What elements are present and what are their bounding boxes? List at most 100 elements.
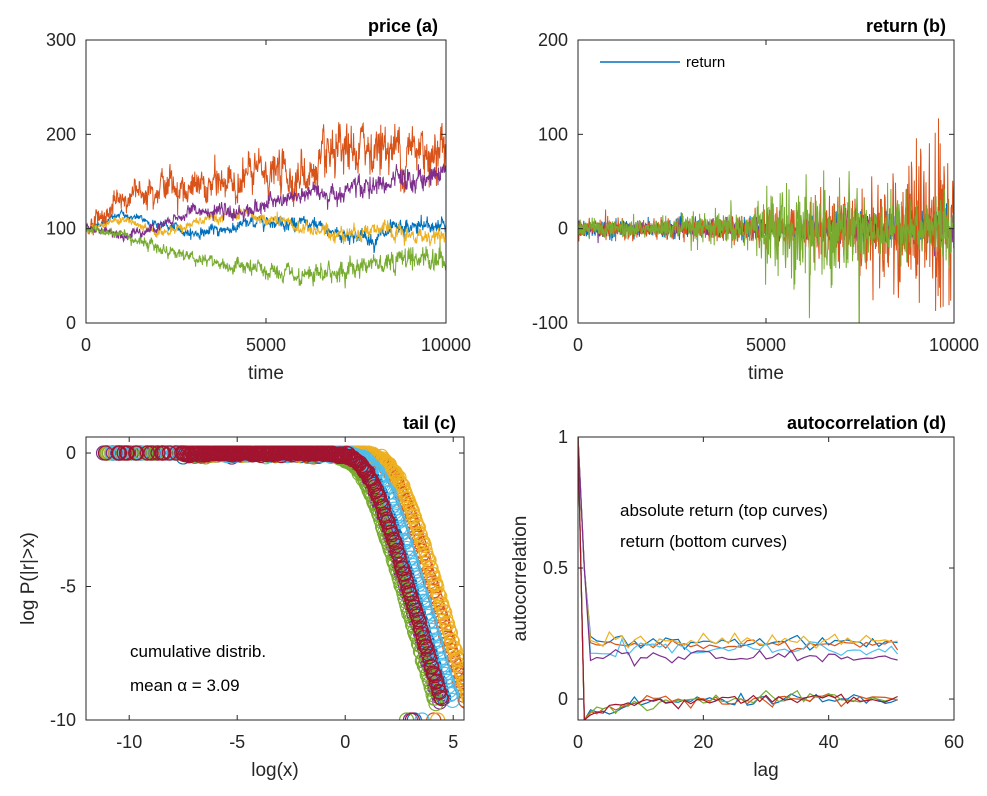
tail-point <box>459 685 464 700</box>
tail-point <box>398 534 414 550</box>
tail-point <box>110 445 127 461</box>
x-tick-label: 5 <box>448 732 458 752</box>
autocorrelation-series-line <box>578 437 899 658</box>
tail-point <box>426 627 442 643</box>
tail-point <box>424 659 440 675</box>
tail-point <box>431 683 447 699</box>
panel-title-b: return (b) <box>866 16 946 36</box>
y-tick-label: 0 <box>66 443 76 463</box>
tail-point <box>462 695 464 706</box>
tail-point <box>411 614 427 630</box>
tail-point <box>437 604 453 621</box>
tail-point <box>360 464 376 480</box>
y-tick-label: 0 <box>558 689 568 709</box>
tail-point <box>392 474 408 490</box>
price-series-line <box>86 121 446 236</box>
tail-point <box>419 641 435 657</box>
tail-point <box>410 519 426 535</box>
plot-area-b <box>578 118 954 323</box>
plot-area-c <box>95 445 464 720</box>
tail-point <box>430 712 446 720</box>
x-tick-label: 0 <box>573 335 583 355</box>
tail-point <box>417 638 433 654</box>
autocorrelation-panel: 0 20 40 60 0 0.5 1 autocorrelation (d) lag autoco… <box>510 413 964 781</box>
tail-point <box>398 712 415 720</box>
x-axis-label-c: log(x) <box>251 760 299 781</box>
x-tick-label: 0 <box>81 335 91 355</box>
y-tick-label: -100 <box>532 313 568 333</box>
x-axis-label-b: time <box>748 363 784 384</box>
tail-point <box>441 624 458 640</box>
tail-point <box>383 525 399 541</box>
y-tick-label: 100 <box>538 124 568 144</box>
tail-point <box>416 537 432 554</box>
y-tick-label: 0 <box>66 313 76 333</box>
tail-point <box>405 617 421 633</box>
y-tick-label: 200 <box>538 30 568 50</box>
tail-point <box>443 633 460 649</box>
price-series-line <box>86 162 446 243</box>
tail-point <box>367 479 383 495</box>
annotation-line: return (bottom curves) <box>620 532 787 551</box>
tail-point <box>128 445 144 461</box>
y-tick-label: 300 <box>46 30 76 50</box>
y-tick-label: 0 <box>558 219 568 239</box>
tail-point <box>434 691 450 707</box>
tail-point <box>404 501 420 517</box>
tail-point <box>429 673 445 689</box>
tail-point <box>412 620 428 636</box>
annotation-line: cumulative distrib. <box>130 642 266 661</box>
annotation-line: absolute return (top curves) <box>620 501 828 520</box>
y-tick-label: 200 <box>46 124 76 144</box>
y-tick-label: 0.5 <box>543 558 568 578</box>
tail-point <box>402 585 418 601</box>
x-tick-label: 10000 <box>421 335 471 355</box>
tail-point <box>414 712 430 720</box>
tail-point <box>139 445 156 461</box>
tail-point <box>97 445 114 461</box>
y-tick-label: -5 <box>60 577 76 597</box>
tail-point <box>452 661 464 677</box>
autocorrelation-series-line <box>578 437 898 720</box>
tail-point <box>372 511 389 527</box>
tail-point <box>443 685 460 702</box>
tail-point <box>457 692 464 708</box>
x-tick-label: 40 <box>819 732 839 752</box>
plot-area-a <box>86 121 446 289</box>
x-tick-label: 0 <box>573 732 583 752</box>
return-series-line <box>578 170 954 323</box>
tail-point <box>430 585 446 601</box>
tail-point <box>408 606 425 622</box>
legend-entry: return <box>686 54 725 71</box>
autocorrelation-series-line <box>578 437 898 720</box>
tail-point <box>426 712 442 720</box>
annotation-line: mean α = 3.09 <box>130 676 240 695</box>
tail-point <box>150 445 166 461</box>
tail-point <box>423 658 439 674</box>
y-tick-label: 1 <box>558 427 568 447</box>
tail-point <box>422 559 438 575</box>
x-tick-label: -10 <box>116 732 142 752</box>
panel-title-a: price (a) <box>368 16 438 36</box>
price-series-line <box>86 224 446 289</box>
tail-point <box>436 603 452 620</box>
panel-title-c: tail (c) <box>403 413 456 433</box>
autocorrelation-series-line <box>578 437 898 649</box>
tail-point <box>432 684 448 700</box>
x-tick-label: 0 <box>340 732 350 752</box>
tail-point <box>447 643 463 659</box>
tail-point <box>453 664 464 680</box>
tail-point <box>440 616 456 632</box>
x-tick-label: 5000 <box>746 335 786 355</box>
tail-point <box>388 538 404 554</box>
tail-point <box>457 676 464 692</box>
y-tick-label: -10 <box>50 710 76 730</box>
tail-point <box>400 601 416 617</box>
tail-point <box>416 594 432 610</box>
axes-frame-d <box>577 436 955 721</box>
tail-point <box>433 689 449 705</box>
x-axis-label-a: time <box>248 363 284 384</box>
tail-point <box>398 571 414 587</box>
